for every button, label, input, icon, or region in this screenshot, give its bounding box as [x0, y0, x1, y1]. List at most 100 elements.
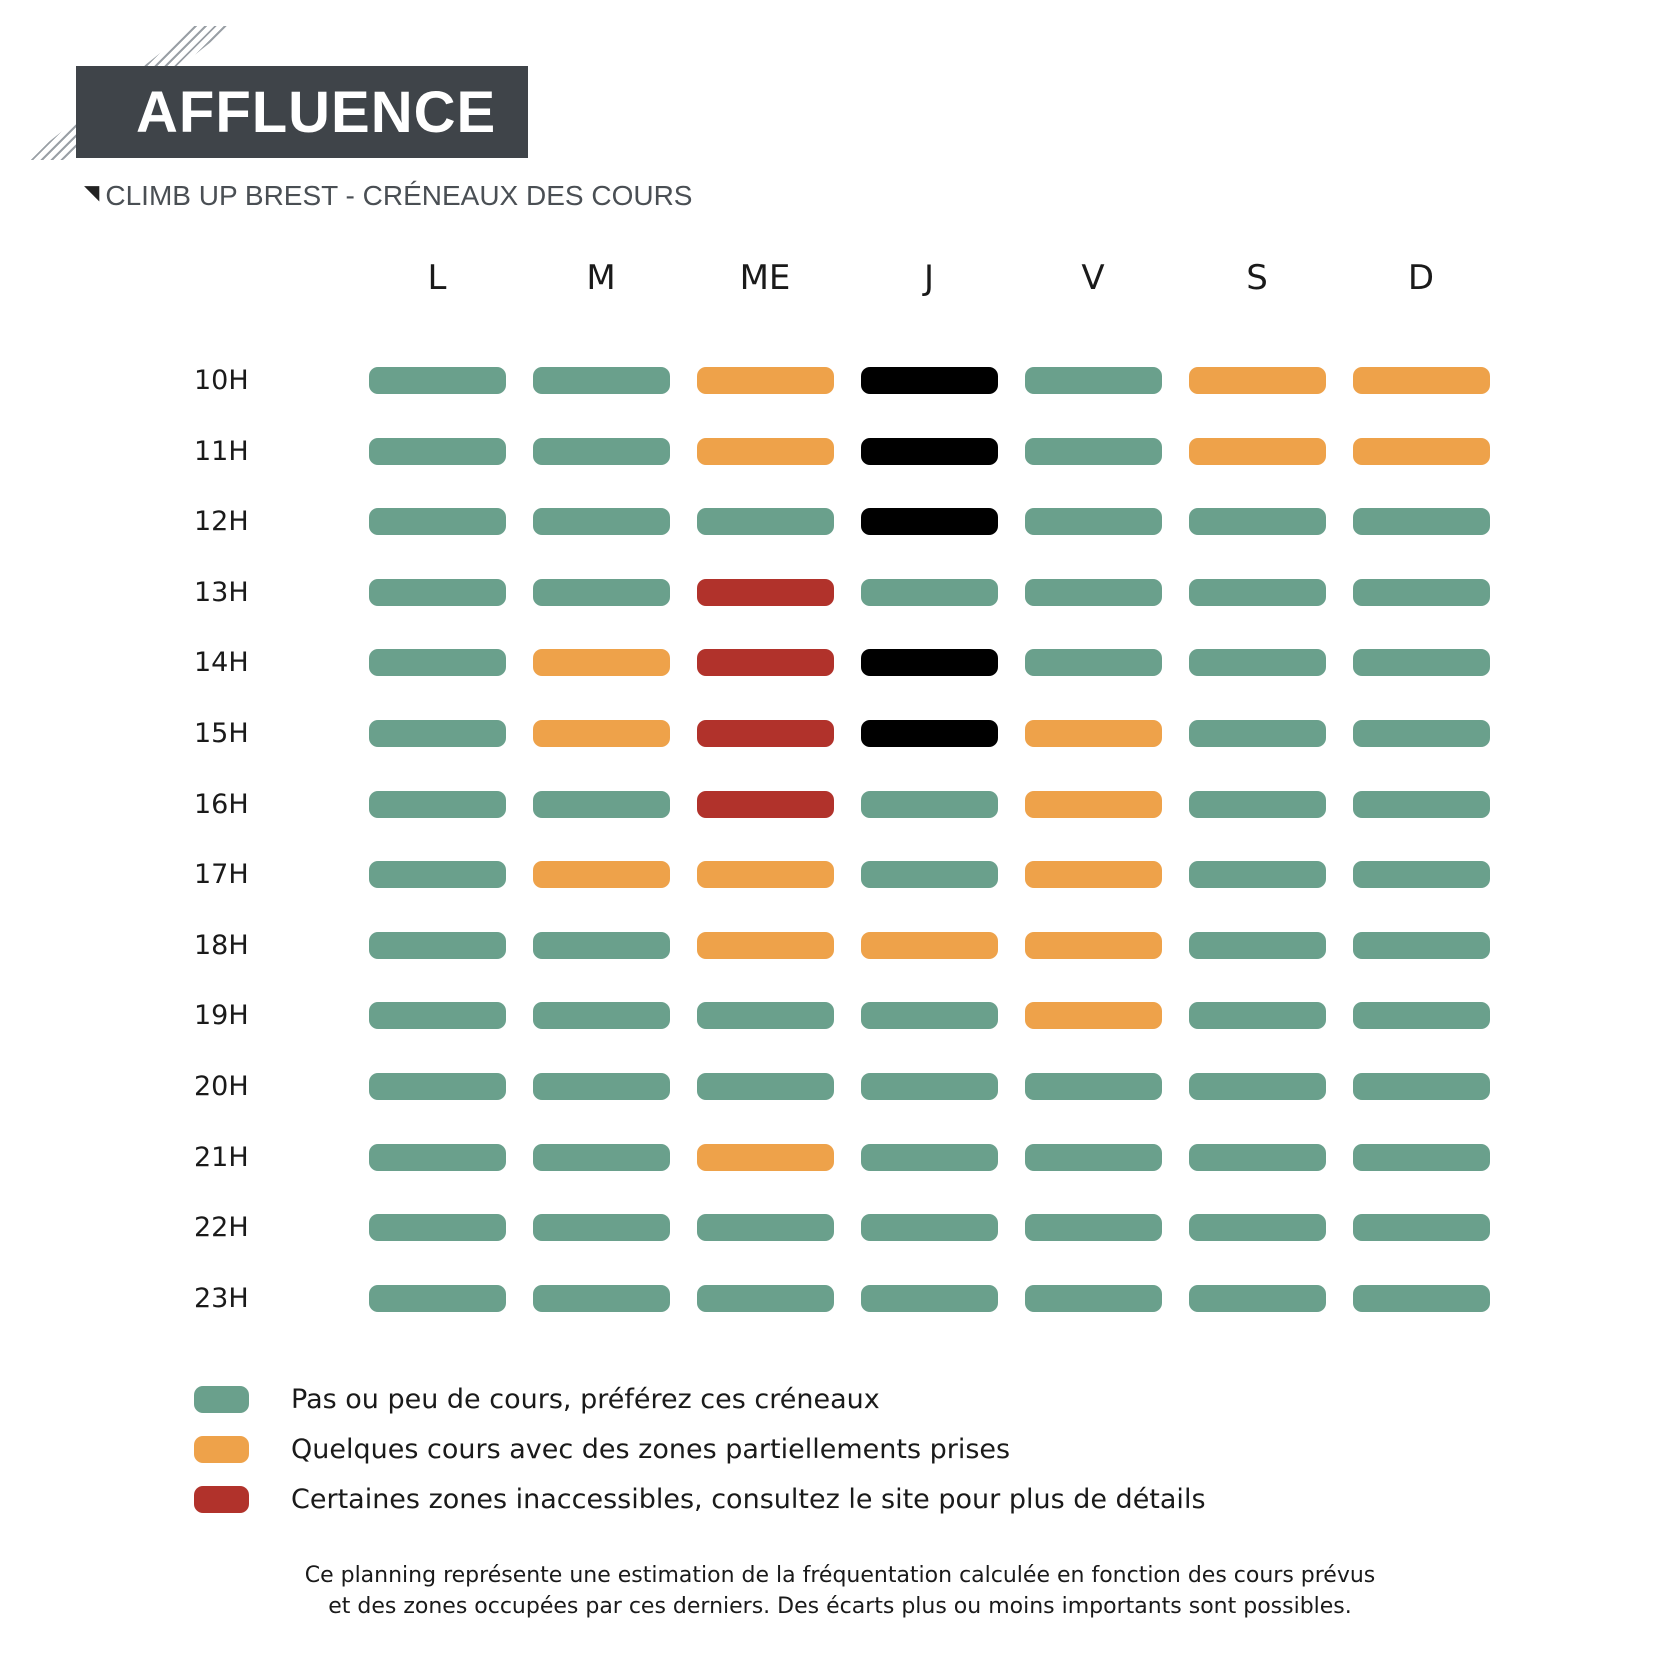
slot-l-10h — [369, 367, 506, 394]
slot-s-23h — [1189, 1284, 1326, 1312]
day-label: J — [923, 258, 935, 298]
hour-label: 14H — [194, 647, 249, 679]
legend-swatch — [194, 1385, 249, 1413]
slot-v-16h — [1025, 790, 1162, 818]
slot-j-16h — [861, 790, 998, 818]
slot-m-15h — [533, 720, 670, 747]
slot-me-10h — [697, 367, 834, 394]
slot-v-21h — [1025, 1143, 1162, 1171]
legend-label: Certaines zones inaccessibles, consultez… — [291, 1483, 1206, 1515]
slot-m-17h — [533, 861, 670, 889]
legend-label: Pas ou peu de cours, préférez ces crénea… — [291, 1383, 880, 1415]
slot-me-17h — [697, 861, 834, 889]
slot-v-18h — [1025, 931, 1162, 959]
subtitle: ◥ CLIMB UP BREST - CRÉNEAUX DES COURS — [84, 178, 692, 214]
slot-j-18h — [861, 931, 998, 959]
slot-j-20h — [861, 1073, 998, 1100]
slot-d-18h — [1353, 931, 1490, 959]
slot-d-22h — [1353, 1214, 1490, 1242]
footer-line-1: Ce planning représente une estimation de… — [304, 1563, 1376, 1588]
hour-label: 13H — [194, 576, 249, 608]
slot-me-22h — [697, 1214, 834, 1242]
hour-label: 10H — [194, 365, 249, 396]
slot-v-11h — [1025, 437, 1162, 465]
slot-me-11h — [697, 437, 834, 465]
slot-me-13h — [697, 578, 834, 606]
hour-label: 23H — [194, 1282, 249, 1314]
slot-m-21h — [533, 1143, 670, 1171]
slot-v-10h — [1025, 367, 1162, 394]
slot-s-22h — [1189, 1214, 1326, 1242]
slot-m-10h — [533, 367, 670, 394]
hour-label: 15H — [194, 718, 249, 749]
slot-d-13h — [1353, 578, 1490, 606]
slot-j-21h — [861, 1143, 998, 1171]
slot-s-20h — [1189, 1073, 1326, 1100]
slot-d-17h — [1353, 861, 1490, 889]
hour-label: 17H — [194, 859, 249, 891]
slot-d-10h — [1353, 367, 1490, 394]
slot-l-12h — [369, 508, 506, 536]
legend-swatch — [194, 1485, 249, 1513]
slot-d-16h — [1353, 790, 1490, 818]
slot-v-23h — [1025, 1284, 1162, 1312]
slot-m-11h — [533, 437, 670, 465]
title-banner: AFFLUENCE — [76, 66, 528, 158]
legend-swatch — [194, 1435, 249, 1463]
slot-m-19h — [533, 1002, 670, 1030]
slot-j-12h — [861, 508, 998, 536]
slot-l-22h — [369, 1214, 506, 1242]
day-label: V — [1081, 258, 1105, 298]
slot-me-20h — [697, 1073, 834, 1100]
day-label: L — [427, 258, 447, 298]
slot-d-23h — [1353, 1284, 1490, 1312]
hour-label: 16H — [194, 788, 249, 820]
hour-label: 19H — [194, 1000, 249, 1032]
slot-l-18h — [369, 931, 506, 959]
slot-l-15h — [369, 720, 506, 747]
slot-s-10h — [1189, 367, 1326, 394]
hour-label: 22H — [194, 1212, 249, 1244]
slot-v-15h — [1025, 720, 1162, 747]
slot-s-14h — [1189, 649, 1326, 677]
slot-m-16h — [533, 790, 670, 818]
slot-v-20h — [1025, 1073, 1162, 1100]
slot-s-15h — [1189, 720, 1326, 747]
slot-d-12h — [1353, 508, 1490, 536]
slot-j-14h — [861, 649, 998, 677]
slot-d-19h — [1353, 1002, 1490, 1030]
slot-l-16h — [369, 790, 506, 818]
slot-j-13h — [861, 578, 998, 606]
slot-j-19h — [861, 1002, 998, 1030]
slot-j-23h — [861, 1284, 998, 1312]
slot-s-16h — [1189, 790, 1326, 818]
slot-d-14h — [1353, 649, 1490, 677]
slot-j-11h — [861, 437, 998, 465]
slot-v-13h — [1025, 578, 1162, 606]
slot-l-20h — [369, 1073, 506, 1100]
slot-me-18h — [697, 931, 834, 959]
slot-m-23h — [533, 1284, 670, 1312]
slot-j-10h — [861, 367, 998, 394]
footer-note: Ce planning représente une estimation de… — [200, 1560, 1480, 1622]
slot-m-20h — [533, 1073, 670, 1100]
subtitle-text: CLIMB UP BREST - CRÉNEAUX DES COURS — [105, 180, 693, 211]
slot-v-17h — [1025, 861, 1162, 889]
slot-me-23h — [697, 1284, 834, 1312]
day-label: S — [1246, 258, 1268, 298]
footer-line-2: et des zones occupées par ces derniers. … — [328, 1594, 1352, 1619]
slot-l-23h — [369, 1284, 506, 1312]
slot-me-15h — [697, 720, 834, 747]
slot-s-21h — [1189, 1143, 1326, 1171]
slot-me-16h — [697, 790, 834, 818]
slot-s-18h — [1189, 931, 1326, 959]
slot-me-19h — [697, 1002, 834, 1030]
hour-label: 18H — [194, 929, 249, 961]
slot-s-11h — [1189, 437, 1326, 465]
hour-label: 11H — [194, 435, 249, 467]
slot-m-22h — [533, 1214, 670, 1242]
slot-v-22h — [1025, 1214, 1162, 1242]
slot-d-11h — [1353, 437, 1490, 465]
slot-d-15h — [1353, 720, 1490, 747]
slot-s-19h — [1189, 1002, 1326, 1030]
